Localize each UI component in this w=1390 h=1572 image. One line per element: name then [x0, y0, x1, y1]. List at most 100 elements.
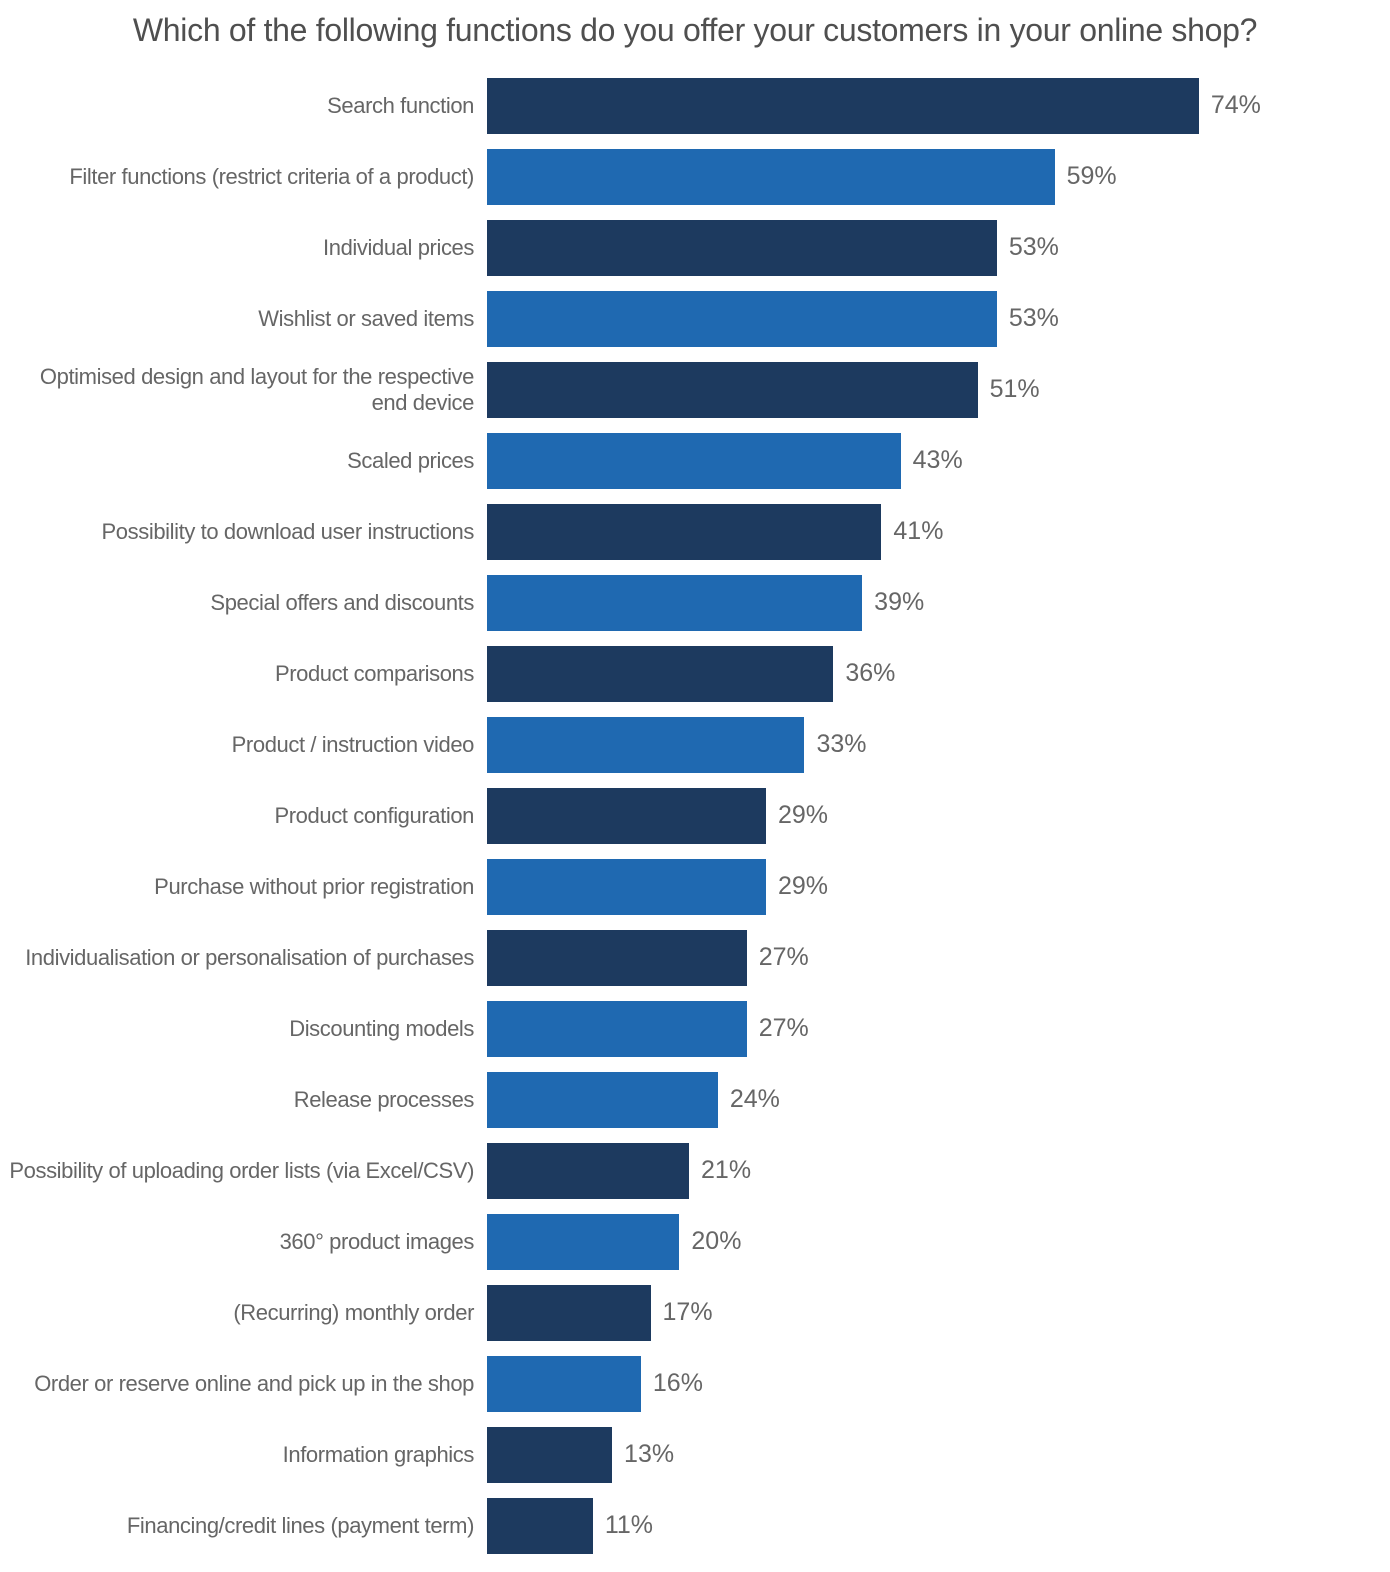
bar-chart: Search function 74% Filter functions (re… — [0, 70, 1390, 1561]
bar-row: Product configuration 29% — [0, 780, 1390, 851]
bar-row: Product comparisons 36% — [0, 638, 1390, 709]
value-label: 29% — [777, 872, 829, 900]
category-label: Special offers and discounts — [210, 589, 474, 615]
bar-row: Discounting models 27% — [0, 993, 1390, 1064]
bar — [487, 1355, 641, 1412]
category-label: Individual prices — [323, 234, 474, 260]
bar-area: 21% — [487, 1135, 1390, 1206]
bar-row: 360° product images 20% — [0, 1206, 1390, 1277]
bar-area: 13% — [487, 1419, 1390, 1490]
category-label: Possibility to download user instruction… — [101, 518, 475, 544]
bar-row: Special offers and discounts 39% — [0, 567, 1390, 638]
bar-area: 36% — [487, 638, 1390, 709]
bar-area: 43% — [487, 425, 1390, 496]
category-label: Information graphics — [282, 1441, 475, 1467]
bar-area: 27% — [487, 922, 1390, 993]
bar — [487, 1142, 690, 1199]
bar — [487, 290, 997, 347]
bar-area: 53% — [487, 212, 1390, 283]
bar-row: Individual prices 53% — [0, 212, 1390, 283]
value-label: 11% — [604, 1511, 653, 1539]
value-label: 41% — [893, 517, 944, 545]
category-label: Scaled prices — [347, 447, 474, 473]
bar-row: Product / instruction video 33% — [0, 709, 1390, 780]
value-label: 17% — [662, 1298, 713, 1326]
category-label: Product configuration — [274, 802, 474, 828]
bar — [487, 716, 805, 773]
bar-area: 17% — [487, 1277, 1390, 1348]
value-label: 27% — [758, 1014, 809, 1042]
bar-area: 11% — [487, 1490, 1390, 1561]
bar — [487, 787, 766, 844]
bar-area: 29% — [487, 780, 1390, 851]
category-label: 360° product images — [279, 1228, 475, 1254]
bar-area: 29% — [487, 851, 1390, 922]
bar — [487, 432, 901, 489]
category-label: Wishlist or saved items — [258, 305, 474, 331]
value-label: 51% — [989, 375, 1040, 403]
category-label: Filter functions (restrict criteria of a… — [69, 163, 474, 189]
bar-area: 74% — [487, 70, 1390, 141]
bar-row: Filter functions (restrict criteria of a… — [0, 141, 1390, 212]
category-label: Purchase without prior registration — [154, 873, 474, 899]
bar — [487, 574, 863, 631]
bar-row: Financing/credit lines (payment term) 11… — [0, 1490, 1390, 1561]
bar-area: 33% — [487, 709, 1390, 780]
category-label: Financing/credit lines (payment term) — [126, 1512, 475, 1538]
bar-area: 51% — [487, 354, 1390, 425]
category-label: Search function — [327, 92, 474, 118]
bar — [487, 77, 1199, 134]
bar-row: Information graphics 13% — [0, 1419, 1390, 1490]
value-label: 16% — [652, 1369, 703, 1397]
bar-row: Order or reserve online and pick up in t… — [0, 1348, 1390, 1419]
category-label: Product / instruction video — [231, 731, 475, 757]
bar — [487, 645, 834, 702]
bar-area: 53% — [487, 283, 1390, 354]
value-label: 20% — [691, 1227, 742, 1255]
bar-area: 41% — [487, 496, 1390, 567]
bar — [487, 1000, 747, 1057]
value-label: 36% — [845, 659, 896, 687]
value-label: 29% — [777, 801, 829, 829]
category-label: Order or reserve online and pick up in t… — [34, 1370, 474, 1396]
bar — [487, 219, 997, 276]
bar — [487, 1497, 593, 1554]
category-label: Optimised design and layout for the resp… — [39, 363, 474, 415]
value-label: 53% — [1008, 233, 1059, 261]
value-label: 21% — [701, 1156, 752, 1184]
category-label: Possibility of uploading order lists (vi… — [9, 1157, 474, 1183]
bar — [487, 1426, 613, 1483]
category-label: Product comparisons — [274, 660, 474, 686]
bar-area: 24% — [487, 1064, 1390, 1135]
bar — [487, 858, 766, 915]
value-label: 53% — [1008, 304, 1059, 332]
bar-row: Optimised design and layout for the resp… — [0, 354, 1390, 425]
bar-row: Scaled prices 43% — [0, 425, 1390, 496]
value-label: 43% — [912, 446, 963, 474]
bar — [487, 1284, 651, 1341]
bar-row: Possibility to download user instruction… — [0, 496, 1390, 567]
category-label: Release processes — [293, 1086, 475, 1112]
bar-area: 20% — [487, 1206, 1390, 1277]
category-label: Individualisation or personalisation of … — [25, 944, 474, 970]
value-label: 59% — [1066, 162, 1117, 190]
bar-row: Release processes 24% — [0, 1064, 1390, 1135]
bar-area: 27% — [487, 993, 1390, 1064]
chart-title: Which of the following functions do you … — [132, 12, 1258, 48]
bar-row: Search function 74% — [0, 70, 1390, 141]
value-label: 24% — [729, 1085, 780, 1113]
bar — [487, 1213, 680, 1270]
value-label: 13% — [624, 1440, 675, 1468]
bar-row: (Recurring) monthly order 17% — [0, 1277, 1390, 1348]
bar-area: 39% — [487, 567, 1390, 638]
bar-row: Individualisation or personalisation of … — [0, 922, 1390, 993]
value-label: 33% — [816, 730, 867, 758]
value-label: 74% — [1210, 91, 1261, 119]
bar — [487, 148, 1055, 205]
bar — [487, 1071, 718, 1128]
bar-area: 16% — [487, 1348, 1390, 1419]
bar-row: Wishlist or saved items 53% — [0, 283, 1390, 354]
bar — [487, 929, 747, 986]
value-label: 27% — [758, 943, 809, 971]
